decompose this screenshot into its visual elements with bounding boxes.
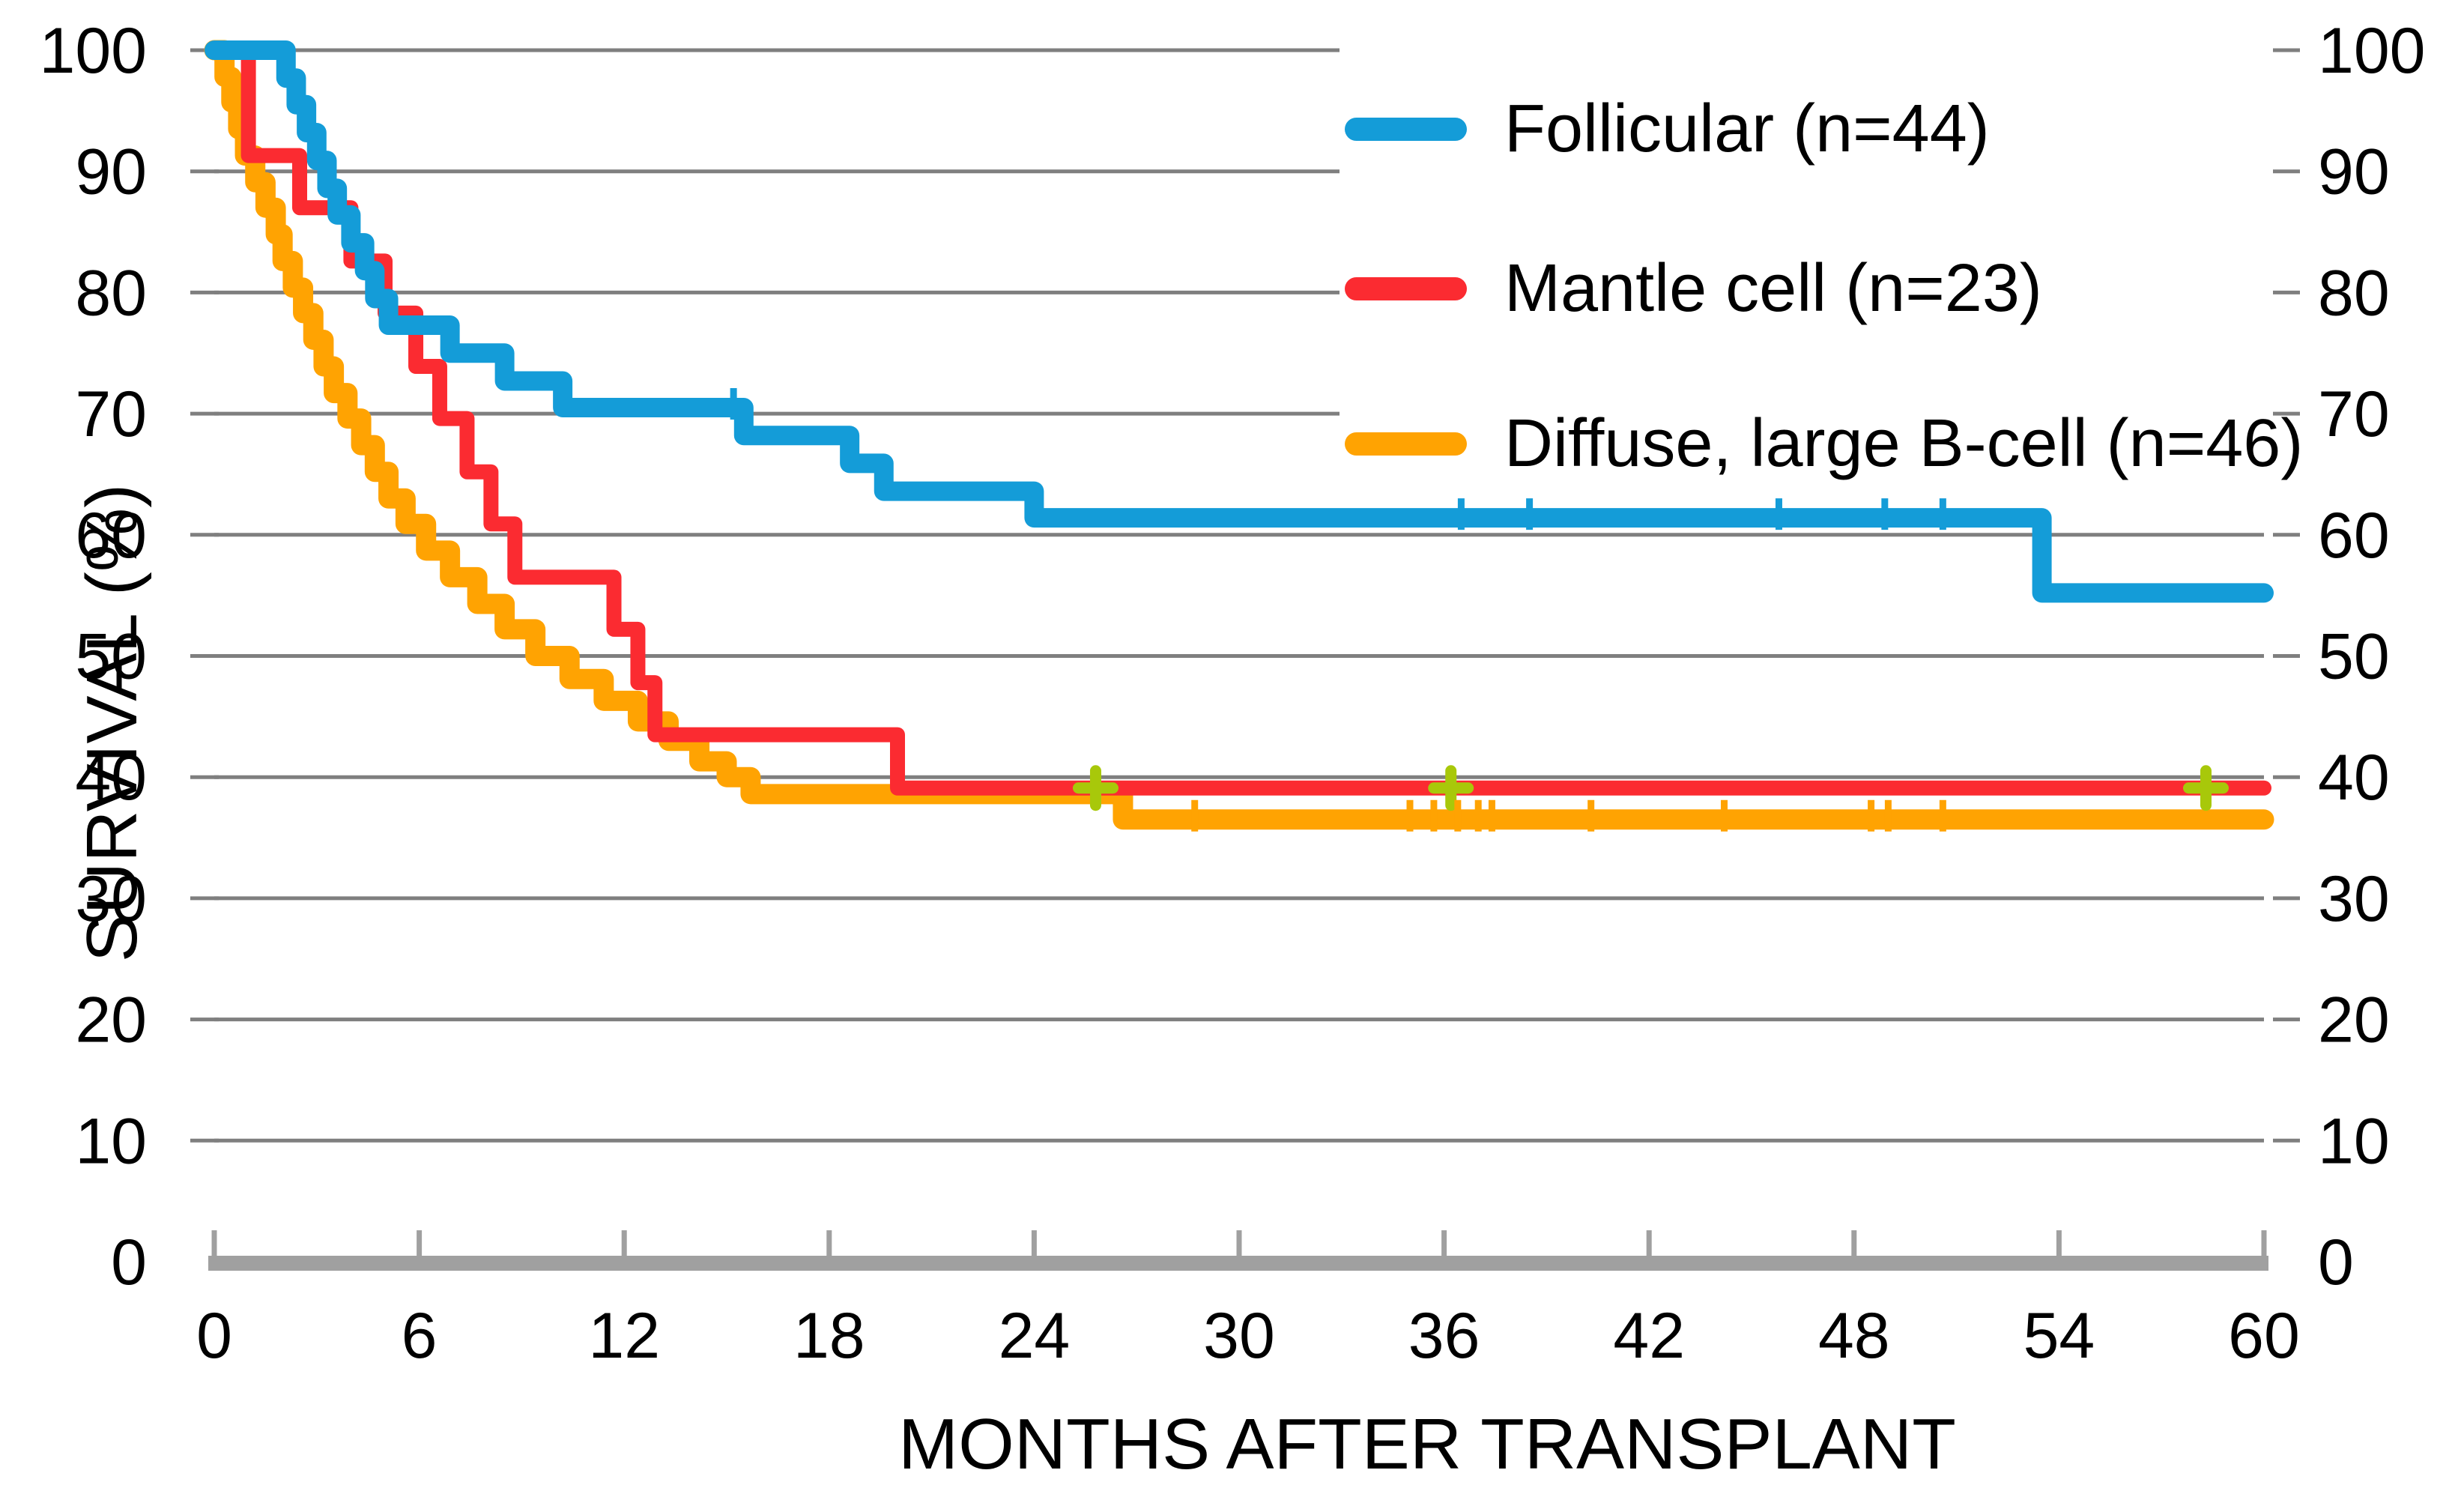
x-tick-label: 42 xyxy=(1613,1300,1685,1372)
y-tick-label-left: 80 xyxy=(75,257,147,329)
x-tick-label: 54 xyxy=(2023,1300,2095,1372)
y-tick-label-right: 90 xyxy=(2318,136,2390,208)
censor-plus-mantle-cell xyxy=(2182,765,2229,811)
y-tick-label-right: 20 xyxy=(2318,985,2390,1056)
y-tick-label-right: 0 xyxy=(2318,1227,2354,1298)
y-tick-label-right: 70 xyxy=(2318,378,2390,450)
y-tick-label-right: 30 xyxy=(2318,863,2390,935)
curve-mantle-cell xyxy=(207,43,2271,796)
y-tick-label-left: 100 xyxy=(40,15,148,87)
censor-plus-mantle-cell xyxy=(1072,765,1119,811)
y-tick-label-left: 0 xyxy=(111,1227,147,1298)
censor-plus-mantle-cell xyxy=(1428,765,1474,811)
x-tick-label: 24 xyxy=(999,1300,1071,1372)
y-tick-label-right: 40 xyxy=(2318,742,2390,814)
y-tick-label-left: 90 xyxy=(75,136,147,208)
y-tick-label-left: 70 xyxy=(75,378,147,450)
x-tick-label: 30 xyxy=(1203,1300,1275,1372)
x-tick-label: 48 xyxy=(1818,1300,1890,1372)
x-tick-label: 60 xyxy=(2228,1300,2300,1372)
x-tick-label: 0 xyxy=(196,1300,232,1372)
curve-dlbcl xyxy=(204,40,2274,830)
x-tick-label: 36 xyxy=(1408,1300,1480,1372)
y-tick-label-right: 80 xyxy=(2318,257,2390,329)
y-tick-label-left: 20 xyxy=(75,985,147,1056)
x-tick-label: 12 xyxy=(588,1300,660,1372)
y-tick-label-left: 30 xyxy=(75,863,147,935)
y-tick-label-left: 50 xyxy=(75,621,147,693)
y-tick-label-right: 100 xyxy=(2318,15,2426,87)
x-tick-label: 6 xyxy=(402,1300,438,1372)
y-tick-label-left: 10 xyxy=(75,1105,147,1177)
y-tick-label-right: 10 xyxy=(2318,1105,2390,1177)
curve-follicular xyxy=(205,40,2274,603)
y-tick-label-right: 60 xyxy=(2318,500,2390,572)
y-tick-label-left: 60 xyxy=(75,500,147,572)
y-tick-label-right: 50 xyxy=(2318,621,2390,693)
x-tick-label: 18 xyxy=(793,1300,865,1372)
y-tick-label-left: 40 xyxy=(75,742,147,814)
